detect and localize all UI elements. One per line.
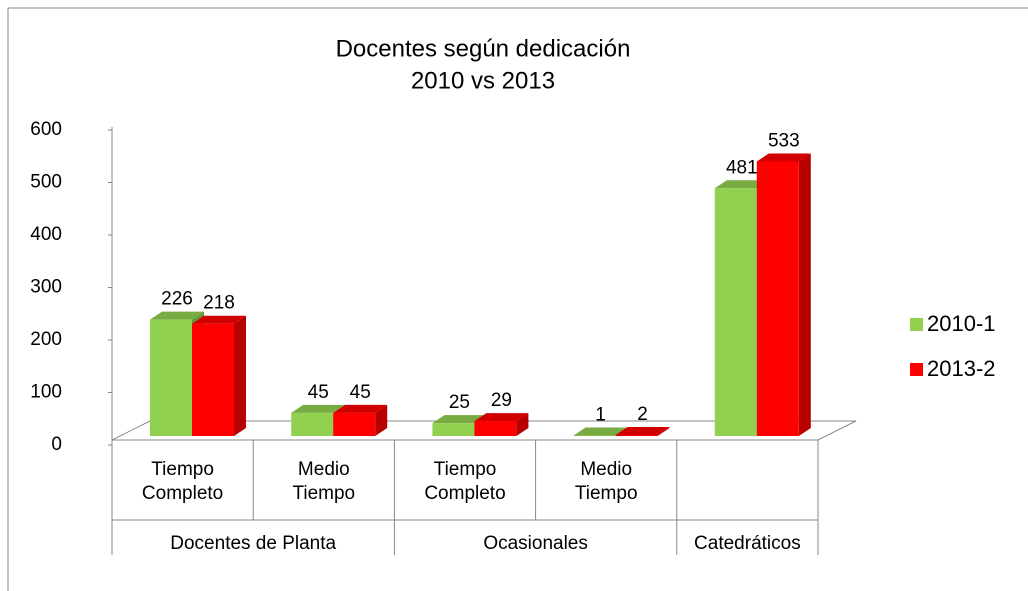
floor (111, 420, 857, 441)
bar-front (573, 435, 616, 436)
data-label: 2 (637, 404, 648, 425)
bar (615, 426, 670, 436)
data-label: 481 (726, 157, 758, 178)
bar-top (573, 427, 628, 436)
bar-top (756, 153, 811, 162)
data-label: 29 (491, 390, 512, 411)
bar-top (714, 180, 769, 189)
bar (333, 404, 388, 436)
data-label: 533 (768, 131, 800, 152)
x-tick-label: Tiempo Completo (141, 459, 224, 504)
x-tick-label: Medio Tiempo (292, 459, 356, 504)
y-tick-label: 0 (51, 434, 62, 455)
data-label: 218 (203, 293, 235, 314)
bar (474, 413, 529, 436)
bar-top (291, 404, 346, 413)
bar-side (234, 315, 246, 436)
y-tick-label: 600 (30, 119, 62, 140)
legend-swatch (910, 318, 923, 331)
legend-swatch (910, 363, 923, 376)
bar-top (432, 415, 487, 424)
bar-side (516, 413, 529, 436)
x-tick-label: Tiempo Completo (424, 459, 506, 504)
bar-front (615, 434, 658, 436)
data-label: 1 (595, 405, 606, 426)
bar-side (657, 426, 670, 436)
data-label: 45 (350, 382, 371, 403)
chart-subtitle: 2010 vs 2013 (411, 67, 555, 94)
bar (192, 315, 246, 436)
y-tick-label: 100 (30, 382, 62, 403)
bar-front (192, 323, 234, 436)
bar-side (798, 153, 811, 436)
chart-title: Docentes según dedicación (336, 35, 631, 62)
data-label: 25 (449, 392, 470, 413)
bar-front (474, 421, 517, 436)
y-tick-label: 300 (30, 277, 62, 298)
data-label: 45 (308, 382, 329, 403)
y-tick-label: 400 (30, 224, 62, 245)
bar-top (333, 404, 388, 413)
bar-front (333, 412, 376, 436)
bar-top (474, 413, 529, 422)
bar-front (714, 188, 757, 436)
bar-top (192, 315, 246, 324)
bar-top (615, 426, 670, 435)
y-tick-label: 200 (30, 329, 62, 350)
legend-label: 2013-2 (927, 356, 996, 381)
bar-front (756, 161, 799, 436)
bar-side (375, 404, 388, 436)
bar-front (432, 423, 475, 436)
bar-top (150, 311, 204, 320)
data-label: 226 (161, 289, 193, 310)
bar-front (291, 412, 334, 436)
legend-label: 2010-1 (927, 311, 996, 336)
group-label: Catedráticos (694, 533, 801, 554)
y-tick-label: 500 (30, 172, 62, 193)
x-tick-label: Medio Tiempo (574, 459, 638, 504)
group-label: Docentes de Planta (170, 533, 337, 554)
bar (756, 153, 811, 436)
group-label: Ocasionales (483, 533, 588, 554)
bar-front (150, 319, 192, 436)
